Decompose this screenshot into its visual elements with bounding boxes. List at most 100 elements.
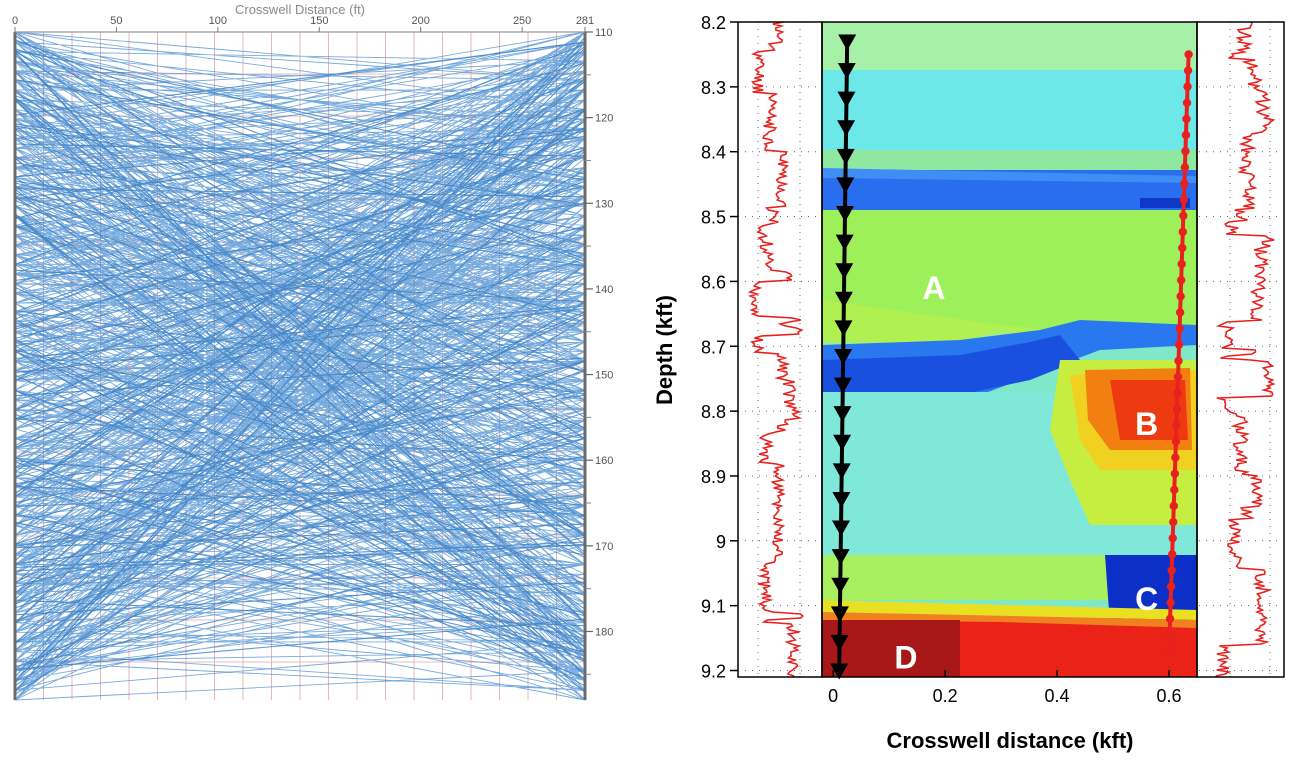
receiver-marker [1169,517,1178,527]
receiver-marker [1167,566,1176,575]
receiver-marker [1171,453,1180,462]
source-marker [835,263,854,280]
receiver-marker [1165,630,1174,640]
receiver-marker [1171,437,1181,446]
tomogram-x-ticks: 0 0.2 0.4 0.6 [828,670,1182,706]
tomogram-chart: A B C D 0 0.2 0.4 0.6 8.2 8.3 8.4 8.5 8.6 8.7 8.8 8.9… [652,13,1285,753]
receiver-marker [1167,550,1177,559]
raypath-y-ticks: 110 120 130 140 150 160 170 180 [585,27,613,675]
source-marker [832,491,851,508]
source-marker [838,34,857,51]
source-marker [830,634,849,651]
y-tick-label: 8.2 [701,13,726,33]
source-marker [831,577,850,594]
receiver-marker [1180,179,1189,188]
receiver-marker [1183,66,1193,75]
receiver-marker [1182,98,1192,108]
raypath-chart: Crosswell Distance (ft) 0 50 100 150 200 250 2… [12,2,613,701]
y-tick-label: 120 [595,113,613,125]
receiver-marker [1184,50,1193,59]
receiver-marker [1170,469,1180,478]
receiver-marker [1166,582,1176,591]
y-tick-label: 8.8 [701,402,726,422]
x-tick-label: 0.2 [933,686,958,706]
source-marker [834,320,853,337]
source-marker [837,91,856,108]
receiver-marker [1174,340,1184,349]
x-tick-label: 0.4 [1045,686,1070,706]
x-tick-label: 0 [828,686,838,706]
y-tick-label: 9.1 [701,597,726,617]
receiver-marker [1172,404,1182,414]
receiver-marker [1173,372,1183,382]
receiver-marker [1164,646,1174,656]
right-log-border [1196,21,1285,678]
receiver-marker [1180,163,1190,172]
source-marker [833,377,852,394]
receiver-marker [1166,598,1175,607]
receiver-marker [1176,292,1185,301]
y-tick-label: 8.4 [701,143,726,163]
y-tick-label: 140 [595,284,613,296]
receiver-marker [1168,533,1177,543]
well-logs [747,21,1276,677]
left-log-border [737,21,823,678]
x-tick-label: 50 [110,15,122,27]
receiver-marker [1175,324,1184,333]
source-marker [834,291,853,308]
y-tick-label: 8.7 [701,337,726,357]
x-tick-label: 150 [310,15,328,27]
zone-label-a: A [922,270,945,306]
y-tick-label: 9.2 [701,662,726,682]
source-marker [833,406,852,423]
tomogram-y-ticks: 8.2 8.3 8.4 8.5 8.6 8.7 8.8 8.9 9 9.1 9.2 [701,13,738,682]
receiver-marker [1165,614,1175,624]
raypath-rays [14,31,586,701]
receiver-marker [1170,485,1179,495]
ray-bundle-dense [14,34,586,695]
source-marker [834,348,853,365]
raypath-x-axis-title: Crosswell Distance (ft) [235,2,365,17]
receiver-marker [1181,146,1190,156]
zone-label-d: D [894,640,917,676]
y-tick-label: 8.9 [701,467,726,487]
y-tick-label: 8.3 [701,78,726,98]
zone-label-c: C [1135,581,1158,617]
zone-labels: A B C D [894,270,1158,676]
source-marker [837,120,856,137]
receiver-marker [1179,211,1188,220]
x-tick-label: 200 [412,15,430,27]
right-well-log [1215,21,1276,677]
tomogram-frame [737,21,1285,678]
y-tick-label: 150 [595,370,613,382]
x-tick-label: 0.6 [1156,686,1181,706]
y-tick-label: 160 [595,455,613,467]
x-tick-label: 281 [576,15,594,27]
receiver-marker [1178,227,1187,237]
y-tick-label: 8.5 [701,208,726,228]
wells [830,34,1193,680]
source-marker [836,148,855,165]
x-tick-label: 100 [209,15,227,27]
source-marker [833,434,852,451]
source-marker [835,234,854,251]
tomogram-field [822,22,1197,677]
source-marker [837,63,856,80]
receiver-marker [1183,82,1192,91]
source-marker [831,549,850,566]
receiver-marker [1172,421,1181,430]
receiver-marker [1179,195,1189,204]
receiver-marker [1178,243,1187,253]
source-marker [830,606,849,623]
receiver-marker [1175,308,1185,317]
y-tick-label: 110 [595,27,613,39]
receiver-marker [1177,259,1186,269]
x-tick-label: 250 [513,15,531,27]
source-marker [832,520,851,537]
source-marker [836,206,855,223]
receiver-marker [1181,130,1191,140]
x-tick-label: 0 [12,15,18,27]
receiver-marker [1173,388,1182,398]
y-tick-label: 170 [595,541,613,553]
